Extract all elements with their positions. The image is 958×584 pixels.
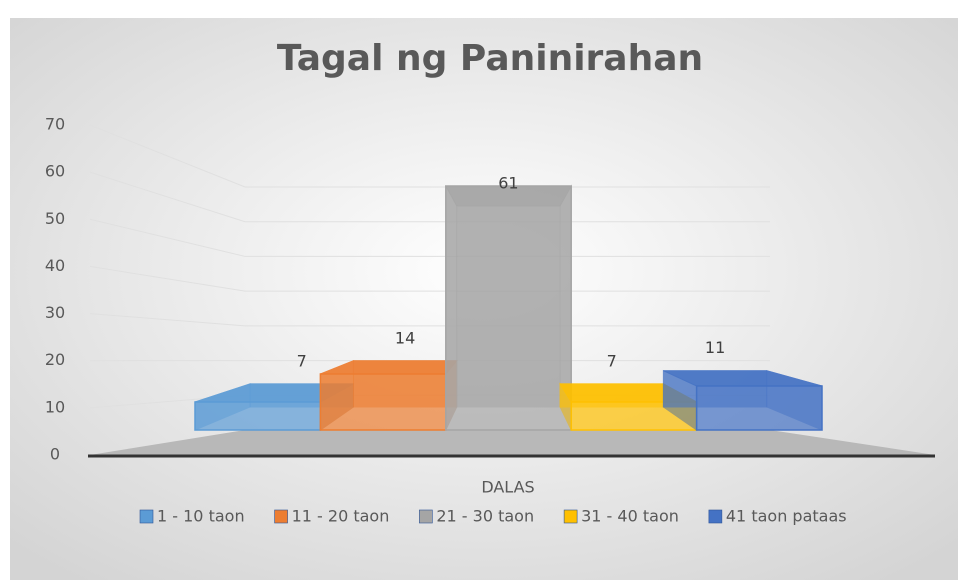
- bar: [320, 374, 445, 430]
- legend-label: 1 - 10 taon: [157, 507, 245, 526]
- y-tick-label: 70: [45, 115, 65, 134]
- bar: [446, 186, 571, 430]
- y-tick-label: 40: [45, 256, 65, 275]
- data-label: 14: [395, 328, 415, 347]
- x-axis-label: DALAS: [481, 478, 534, 497]
- legend-label: 21 - 30 taon: [436, 507, 534, 526]
- y-tick-label: 0: [50, 445, 60, 464]
- bar: [697, 386, 822, 430]
- legend-swatch: [564, 510, 577, 523]
- legend-label: 11 - 20 taon: [292, 507, 390, 526]
- chart-title: Tagal ng Paninirahan: [277, 38, 703, 79]
- data-label: 11: [705, 338, 725, 357]
- legend-swatch: [140, 510, 153, 523]
- y-tick-label: 30: [45, 303, 65, 322]
- legend-label: 31 - 40 taon: [581, 507, 679, 526]
- y-tick-label: 20: [45, 350, 65, 369]
- bar: [195, 402, 320, 430]
- legend-swatch: [275, 510, 288, 523]
- y-tick-label: 60: [45, 162, 65, 181]
- legend-swatch: [709, 510, 722, 523]
- data-label: 7: [607, 351, 617, 370]
- data-label: 61: [498, 173, 518, 192]
- legend-swatch: [419, 510, 432, 523]
- y-tick-label: 50: [45, 209, 65, 228]
- data-label: 7: [297, 351, 307, 370]
- y-tick-label: 10: [45, 397, 65, 416]
- legend-label: 41 taon pataas: [726, 507, 847, 526]
